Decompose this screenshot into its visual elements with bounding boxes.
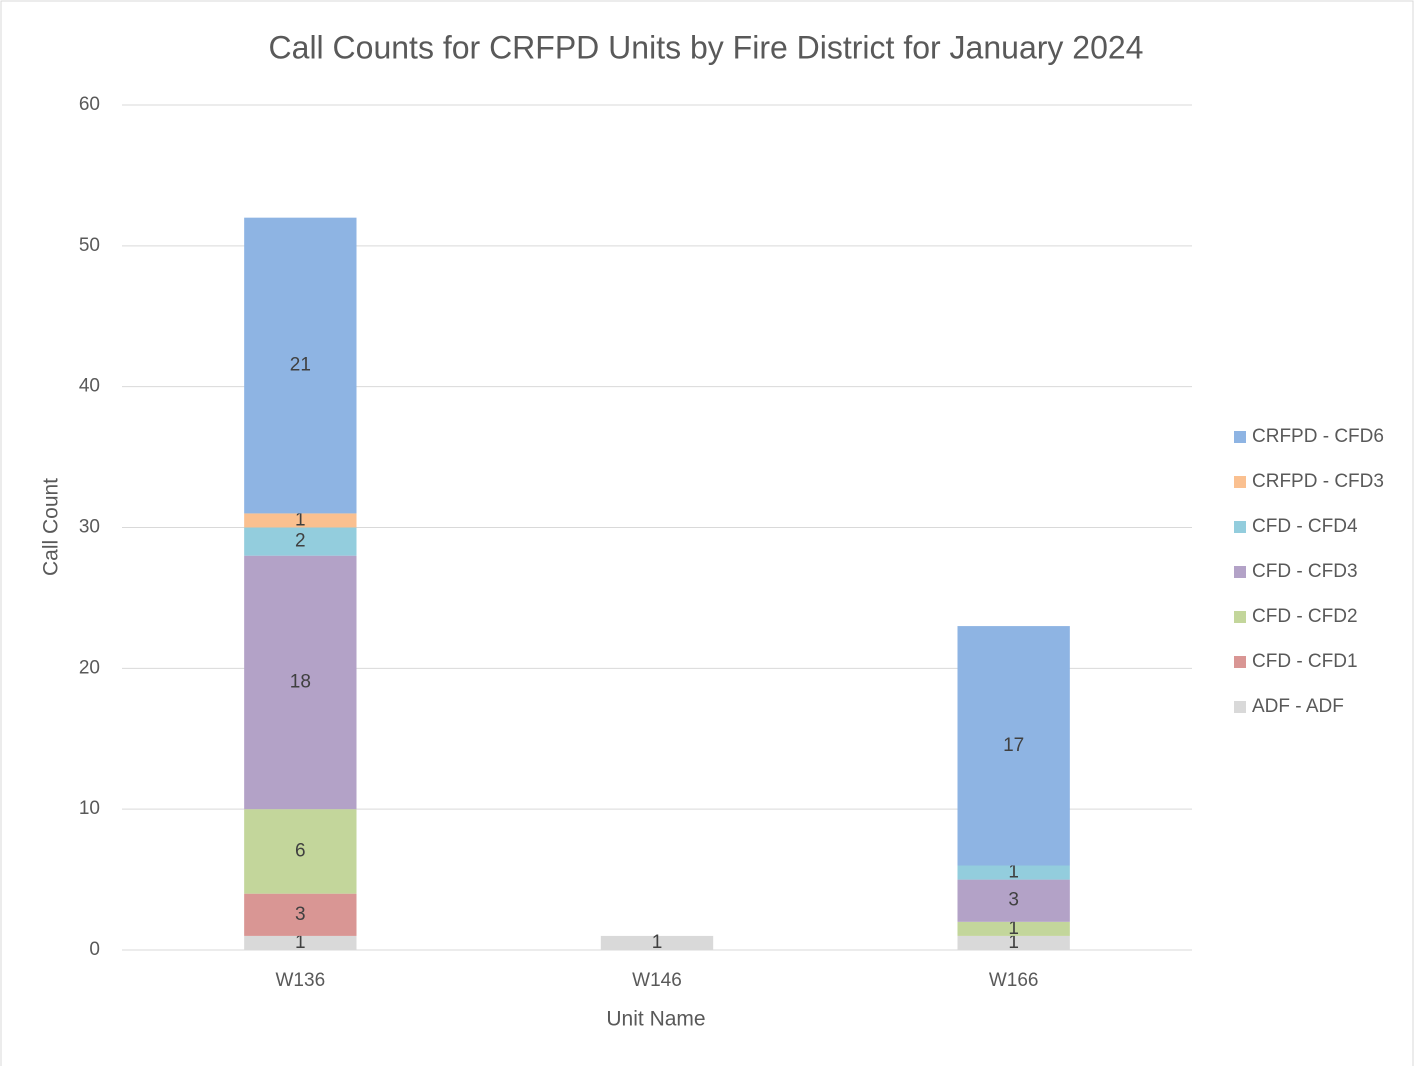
data-label: 1 — [295, 509, 306, 530]
legend-swatch — [1234, 656, 1246, 668]
data-label: 1 — [295, 932, 306, 953]
bar-segment — [600, 935, 714, 950]
data-label: 3 — [295, 904, 306, 925]
y-axis-label: Call Count — [40, 478, 63, 576]
bar-segment — [244, 527, 357, 556]
legend-label: ADF - ADF — [1252, 696, 1344, 717]
data-label: 21 — [290, 355, 311, 376]
data-label: 6 — [295, 840, 306, 861]
data-label: 1 — [1008, 918, 1019, 939]
legend-swatch — [1234, 521, 1246, 533]
y-tick-label: 10 — [79, 798, 100, 819]
legend-swatch — [1234, 476, 1246, 488]
legend-label: CRFPD - CFD6 — [1252, 426, 1384, 447]
data-label: 17 — [1003, 735, 1024, 756]
legend-label: CFD - CFD1 — [1252, 651, 1358, 672]
data-label: 3 — [1008, 890, 1019, 911]
legend-label: CFD - CFD4 — [1252, 516, 1358, 537]
legend-swatch — [1234, 611, 1246, 623]
y-tick-label: 30 — [79, 517, 100, 538]
bar-segment — [957, 879, 1070, 922]
data-label: 1 — [1008, 932, 1019, 953]
bar-segment — [957, 865, 1070, 880]
y-tick-label: 60 — [79, 94, 100, 115]
bar-segment — [957, 921, 1070, 936]
bar-segment — [244, 893, 357, 936]
y-tick-label: 40 — [79, 376, 100, 397]
legend-label: CRFPD - CFD3 — [1252, 471, 1384, 492]
data-label: 1 — [652, 932, 663, 953]
legend-swatch — [1234, 701, 1246, 713]
data-label: 18 — [290, 671, 311, 692]
y-tick-label: 20 — [79, 657, 100, 678]
data-label: 1 — [1008, 862, 1019, 883]
bar-segment — [244, 217, 357, 514]
legend-label: CFD - CFD3 — [1252, 561, 1358, 582]
bar-segment — [244, 935, 357, 950]
y-tick-label: 0 — [89, 939, 100, 960]
bar-segment — [957, 935, 1070, 950]
x-tick-label: W166 — [989, 970, 1039, 991]
x-tick-label: W146 — [632, 970, 682, 991]
legend-swatch — [1234, 566, 1246, 578]
legend-swatch — [1234, 431, 1246, 443]
bar-segment — [957, 626, 1070, 866]
bar-segment — [244, 809, 357, 894]
bar-segment — [244, 555, 357, 810]
x-axis-label: Unit Name — [606, 1008, 705, 1031]
chart-title: Call Counts for CRFPD Units by Fire Dist… — [269, 29, 1144, 65]
x-tick-label: W136 — [276, 970, 326, 991]
y-tick-label: 50 — [79, 235, 100, 256]
legend-label: CFD - CFD2 — [1252, 606, 1358, 627]
bar-segment — [244, 513, 357, 528]
data-label: 2 — [295, 531, 306, 552]
